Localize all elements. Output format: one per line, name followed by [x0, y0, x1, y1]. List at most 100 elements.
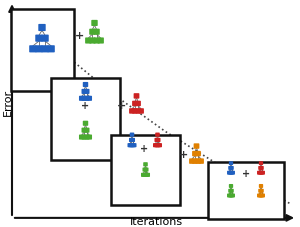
FancyBboxPatch shape: [231, 171, 235, 175]
FancyBboxPatch shape: [82, 89, 87, 94]
Text: +: +: [75, 31, 84, 41]
FancyBboxPatch shape: [79, 96, 84, 101]
FancyBboxPatch shape: [227, 194, 231, 197]
FancyBboxPatch shape: [155, 133, 160, 137]
FancyBboxPatch shape: [228, 171, 233, 175]
FancyBboxPatch shape: [154, 138, 159, 142]
FancyBboxPatch shape: [230, 194, 234, 197]
FancyBboxPatch shape: [91, 21, 98, 27]
FancyBboxPatch shape: [154, 143, 159, 148]
FancyBboxPatch shape: [93, 38, 100, 44]
Text: +: +: [178, 149, 188, 159]
FancyBboxPatch shape: [195, 159, 201, 164]
FancyBboxPatch shape: [261, 194, 265, 197]
FancyBboxPatch shape: [138, 109, 144, 114]
FancyBboxPatch shape: [189, 159, 195, 164]
FancyBboxPatch shape: [144, 168, 148, 172]
FancyBboxPatch shape: [195, 151, 201, 157]
FancyBboxPatch shape: [198, 159, 204, 164]
FancyBboxPatch shape: [87, 135, 92, 140]
FancyBboxPatch shape: [258, 171, 262, 175]
FancyBboxPatch shape: [142, 173, 147, 177]
Text: +: +: [81, 101, 90, 111]
FancyBboxPatch shape: [87, 96, 92, 101]
Text: Iterations: Iterations: [129, 216, 183, 226]
FancyBboxPatch shape: [134, 94, 140, 99]
FancyBboxPatch shape: [128, 143, 132, 148]
FancyBboxPatch shape: [129, 109, 135, 114]
FancyBboxPatch shape: [156, 138, 160, 142]
FancyBboxPatch shape: [194, 144, 200, 149]
FancyBboxPatch shape: [135, 109, 141, 114]
FancyBboxPatch shape: [29, 46, 37, 53]
FancyBboxPatch shape: [83, 121, 88, 126]
FancyBboxPatch shape: [129, 138, 134, 142]
FancyBboxPatch shape: [146, 173, 150, 177]
FancyBboxPatch shape: [82, 135, 87, 140]
FancyBboxPatch shape: [153, 143, 158, 148]
FancyBboxPatch shape: [89, 38, 96, 44]
FancyBboxPatch shape: [47, 46, 55, 53]
FancyBboxPatch shape: [98, 38, 104, 44]
FancyBboxPatch shape: [260, 194, 264, 197]
FancyBboxPatch shape: [261, 171, 265, 175]
FancyBboxPatch shape: [142, 168, 147, 172]
FancyBboxPatch shape: [260, 189, 264, 193]
FancyBboxPatch shape: [132, 101, 138, 107]
Text: Error: Error: [3, 89, 13, 116]
FancyBboxPatch shape: [259, 161, 263, 165]
FancyBboxPatch shape: [41, 35, 49, 43]
FancyBboxPatch shape: [41, 46, 49, 53]
FancyBboxPatch shape: [192, 159, 198, 164]
FancyBboxPatch shape: [231, 194, 235, 197]
FancyBboxPatch shape: [79, 135, 84, 140]
FancyBboxPatch shape: [35, 46, 43, 53]
FancyBboxPatch shape: [83, 83, 88, 88]
FancyBboxPatch shape: [258, 166, 262, 170]
FancyBboxPatch shape: [208, 162, 284, 219]
FancyBboxPatch shape: [156, 143, 160, 148]
FancyBboxPatch shape: [229, 184, 233, 188]
FancyBboxPatch shape: [158, 143, 162, 148]
FancyBboxPatch shape: [89, 30, 96, 36]
FancyBboxPatch shape: [11, 10, 74, 92]
FancyBboxPatch shape: [132, 143, 136, 148]
FancyBboxPatch shape: [129, 143, 134, 148]
FancyBboxPatch shape: [144, 173, 148, 177]
FancyBboxPatch shape: [84, 128, 89, 133]
FancyBboxPatch shape: [82, 128, 87, 133]
Text: +: +: [242, 169, 250, 179]
FancyBboxPatch shape: [258, 189, 262, 193]
FancyBboxPatch shape: [85, 38, 92, 44]
FancyBboxPatch shape: [143, 163, 148, 167]
FancyBboxPatch shape: [111, 135, 180, 205]
FancyBboxPatch shape: [228, 194, 233, 197]
FancyBboxPatch shape: [130, 138, 135, 142]
FancyBboxPatch shape: [141, 173, 146, 177]
FancyBboxPatch shape: [228, 189, 233, 193]
FancyBboxPatch shape: [130, 133, 134, 137]
FancyBboxPatch shape: [259, 184, 263, 188]
FancyBboxPatch shape: [130, 143, 135, 148]
FancyBboxPatch shape: [258, 194, 262, 197]
FancyBboxPatch shape: [38, 25, 46, 32]
FancyBboxPatch shape: [51, 78, 120, 160]
FancyBboxPatch shape: [230, 166, 234, 170]
FancyBboxPatch shape: [82, 96, 87, 101]
FancyBboxPatch shape: [260, 171, 264, 175]
FancyBboxPatch shape: [35, 35, 43, 43]
FancyBboxPatch shape: [192, 151, 198, 157]
FancyBboxPatch shape: [132, 109, 138, 114]
FancyBboxPatch shape: [93, 30, 100, 36]
Text: +: +: [140, 144, 148, 154]
FancyBboxPatch shape: [84, 135, 89, 140]
FancyBboxPatch shape: [135, 101, 141, 107]
FancyBboxPatch shape: [227, 171, 231, 175]
FancyBboxPatch shape: [257, 194, 261, 197]
FancyBboxPatch shape: [230, 189, 234, 193]
FancyBboxPatch shape: [257, 171, 261, 175]
FancyBboxPatch shape: [230, 171, 234, 175]
FancyBboxPatch shape: [84, 96, 89, 101]
FancyBboxPatch shape: [228, 166, 233, 170]
FancyBboxPatch shape: [260, 166, 264, 170]
